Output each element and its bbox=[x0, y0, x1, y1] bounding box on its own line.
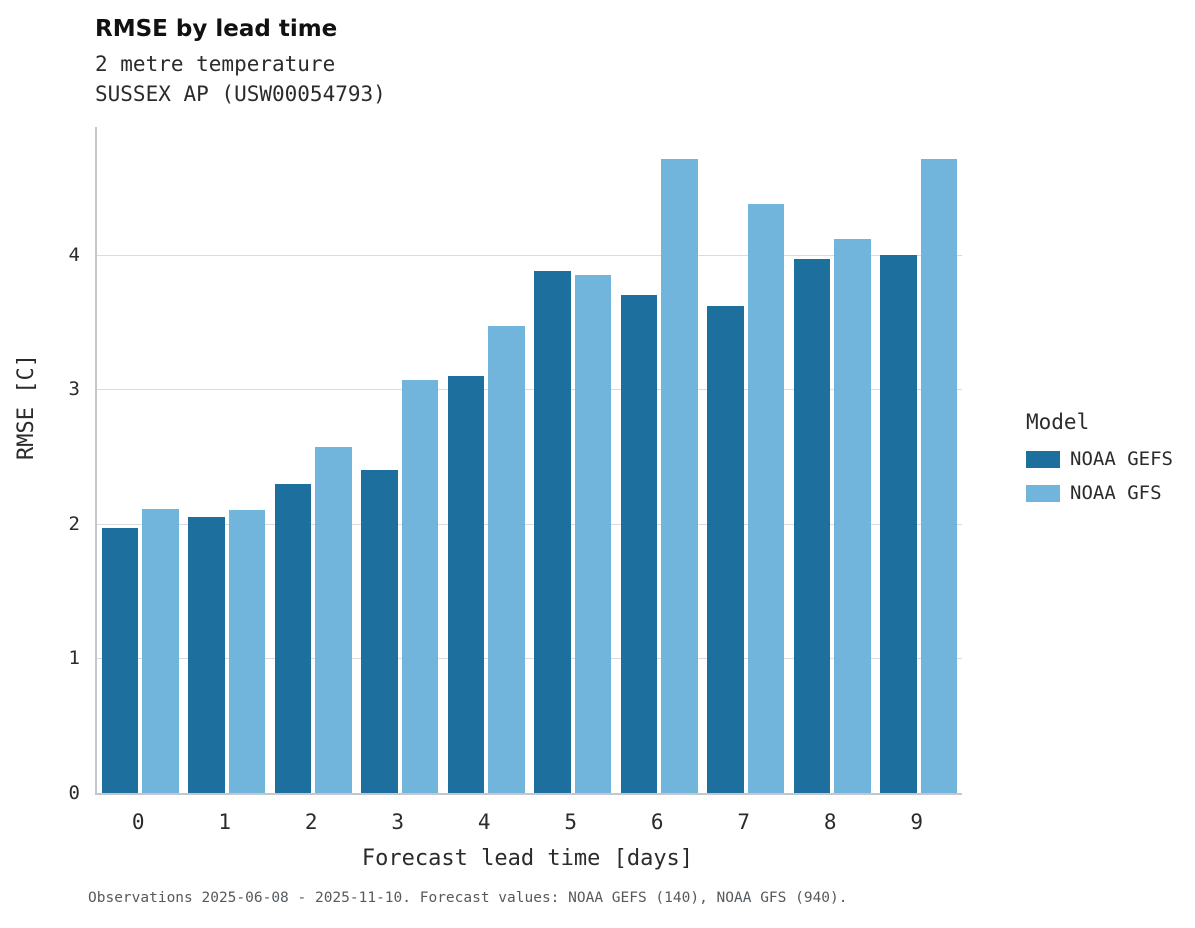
bar-noaa-gfs-day-1 bbox=[228, 510, 266, 793]
x-tick-label-8: 8 bbox=[823, 810, 837, 834]
bar-noaa-gefs-day-9 bbox=[880, 254, 917, 793]
bar-noaa-gfs-day-6 bbox=[661, 159, 698, 793]
bar-noaa-gfs-day-8 bbox=[834, 238, 871, 793]
bar-noaa-gefs-day-1 bbox=[188, 517, 225, 793]
gridline-y-2 bbox=[97, 523, 962, 525]
x-axis-label: Forecast lead time [days] bbox=[361, 846, 694, 871]
legend-item-noaa-gfs: NOAA GFS bbox=[1026, 482, 1173, 504]
bar-noaa-gfs-day-5 bbox=[574, 275, 612, 793]
x-tick-label-5: 5 bbox=[564, 810, 578, 834]
x-tick-label-0: 0 bbox=[131, 810, 145, 834]
legend-swatch-icon bbox=[1026, 484, 1060, 502]
x-tick-label-2: 2 bbox=[304, 810, 318, 834]
gridline-y-4 bbox=[97, 254, 962, 256]
x-tick-label-7: 7 bbox=[737, 810, 751, 834]
y-tick-label-1: 1 bbox=[68, 647, 80, 670]
bar-noaa-gefs-day-3 bbox=[361, 470, 398, 793]
legend: Model NOAA GEFS NOAA GFS bbox=[1026, 410, 1173, 516]
chart-subtitle-station: SUSSEX AP (USW00054793) bbox=[95, 82, 386, 106]
bar-noaa-gfs-day-4 bbox=[488, 326, 525, 793]
legend-swatch-icon bbox=[1026, 450, 1060, 468]
bar-noaa-gefs-day-0 bbox=[101, 527, 139, 793]
bar-noaa-gfs-day-7 bbox=[747, 203, 785, 793]
legend-title: Model bbox=[1026, 410, 1090, 434]
gridline-y-1 bbox=[97, 658, 962, 660]
chart-title: RMSE by lead time bbox=[95, 16, 338, 42]
x-tick-label-9: 9 bbox=[910, 810, 924, 834]
y-tick-label-2: 2 bbox=[68, 512, 80, 535]
bar-noaa-gfs-day-0 bbox=[142, 509, 179, 793]
legend-item-noaa-gefs: NOAA GEFS bbox=[1026, 448, 1173, 470]
bar-noaa-gefs-day-4 bbox=[447, 375, 485, 793]
bar-noaa-gfs-day-3 bbox=[401, 379, 439, 793]
gridline-y-3 bbox=[97, 389, 962, 391]
y-tick-label-4: 4 bbox=[68, 243, 80, 266]
x-tick-label-4: 4 bbox=[477, 810, 491, 834]
legend-label: NOAA GEFS bbox=[1070, 448, 1173, 470]
bar-noaa-gefs-day-8 bbox=[793, 258, 831, 793]
x-tick-label-1: 1 bbox=[218, 810, 232, 834]
bar-noaa-gefs-day-6 bbox=[620, 295, 658, 793]
footer-caption: Observations 2025-06-08 - 2025-11-10. Fo… bbox=[88, 890, 848, 906]
bar-noaa-gefs-day-2 bbox=[274, 483, 312, 793]
y-tick-label-3: 3 bbox=[68, 378, 80, 401]
chart-subtitle-variable: 2 metre temperature bbox=[95, 52, 336, 76]
bar-noaa-gfs-day-9 bbox=[920, 159, 958, 793]
legend-items: NOAA GEFS NOAA GFS bbox=[1026, 448, 1173, 504]
y-axis-label: RMSE [C] bbox=[14, 354, 39, 460]
legend-label: NOAA GFS bbox=[1070, 482, 1162, 504]
x-tick-label-3: 3 bbox=[391, 810, 405, 834]
bar-noaa-gfs-day-2 bbox=[315, 447, 352, 793]
x-tick-label-6: 6 bbox=[650, 810, 664, 834]
plot-area bbox=[95, 127, 962, 795]
bar-noaa-gefs-day-5 bbox=[534, 270, 571, 793]
bar-noaa-gefs-day-7 bbox=[707, 305, 744, 793]
y-tick-label-0: 0 bbox=[68, 782, 80, 804]
